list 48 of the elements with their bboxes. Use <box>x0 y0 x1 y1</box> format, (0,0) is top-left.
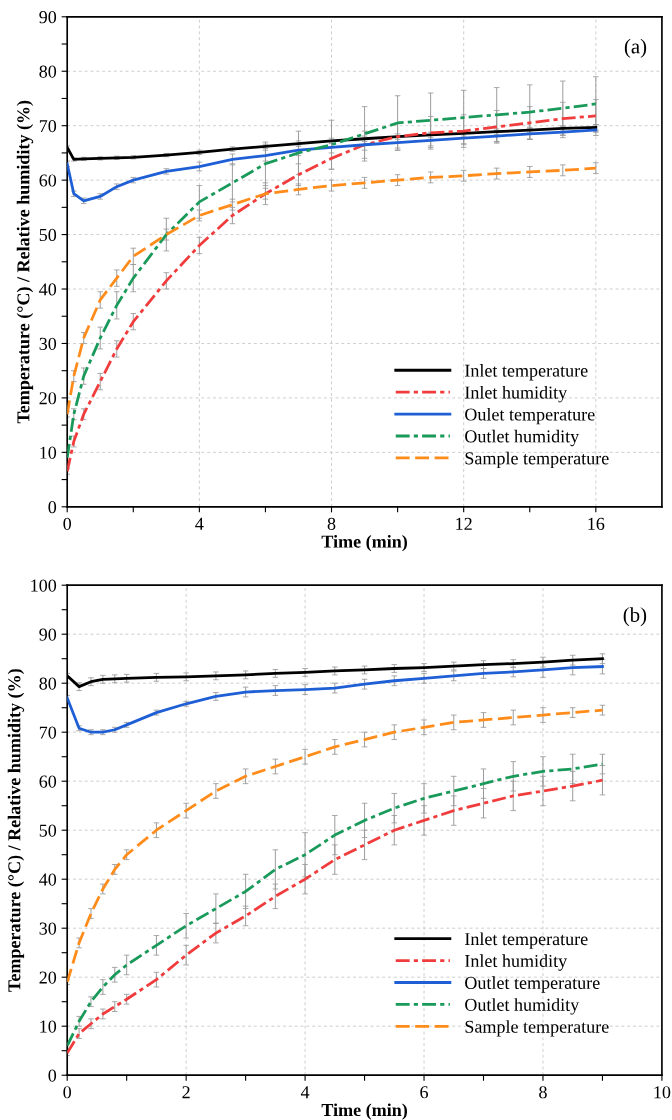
x-axis-title: Time (min) <box>321 1103 407 1120</box>
x-tick-label: 4 <box>195 517 204 530</box>
x-tick-label: 8 <box>327 517 336 530</box>
y-tick-label: 20 <box>39 392 57 405</box>
y-tick-label: 50 <box>39 228 57 242</box>
x-tick-label: 12 <box>456 517 472 530</box>
annotation: (b) <box>623 607 647 627</box>
y-tick-label: 70 <box>39 119 57 133</box>
y-tick-label: 10 <box>40 446 57 459</box>
y-axis-title: Temperature (°C) / Relative humidity (%) <box>16 100 34 424</box>
x-tick-label: 4 <box>300 1086 310 1099</box>
x-tick-label: 2 <box>182 1086 190 1099</box>
y-tick-label: 0 <box>48 1069 57 1082</box>
legend-label: Inlet humidity <box>465 954 568 971</box>
y-tick-label: 90 <box>39 11 57 24</box>
x-axis-title: Time (min) <box>321 534 407 552</box>
x-tick-label: 0 <box>63 1086 72 1099</box>
x-tick-label: 8 <box>539 1086 547 1099</box>
legend-label: Inlet humidity <box>465 385 568 403</box>
x-tick-label: 10 <box>654 1086 671 1099</box>
y-tick-label: 70 <box>39 726 57 739</box>
y-tick-label: 60 <box>39 174 57 187</box>
y-tick-label: 30 <box>39 922 57 935</box>
legend-label: Sample temperature <box>465 451 609 469</box>
annotation: (a) <box>624 38 647 58</box>
legend-label: Oulet temperature <box>465 407 595 425</box>
y-tick-label: 40 <box>39 873 57 886</box>
legend-label: Sample temperature <box>465 1020 609 1037</box>
y-tick-label: 80 <box>39 65 57 78</box>
legend-label: Inlet temperature <box>465 364 588 381</box>
y-tick-label: 0 <box>48 501 57 514</box>
x-tick-label: 6 <box>420 1086 429 1099</box>
y-tick-label: 10 <box>40 1020 57 1033</box>
y-tick-label: 80 <box>39 677 57 690</box>
y-tick-label: 40 <box>39 283 57 296</box>
y-tick-label: 60 <box>39 775 57 788</box>
x-tick-label: 0 <box>63 517 72 530</box>
y-tick-label: 30 <box>39 337 57 350</box>
legend-label: Inlet temperature <box>465 932 588 949</box>
y-tick-label: 50 <box>39 824 57 837</box>
y-tick-label: 100 <box>31 579 57 592</box>
y-axis-title: Temperature (°C) / Relative humidity (%) <box>7 669 25 992</box>
x-tick-label: 16 <box>588 517 605 530</box>
y-tick-label: 90 <box>39 628 57 641</box>
legend-label: Outlet humidity <box>465 998 580 1015</box>
y-tick-label: 20 <box>39 971 57 984</box>
legend-label: Outlet temperature <box>465 976 600 993</box>
legend-label: Outlet humidity <box>465 429 580 447</box>
